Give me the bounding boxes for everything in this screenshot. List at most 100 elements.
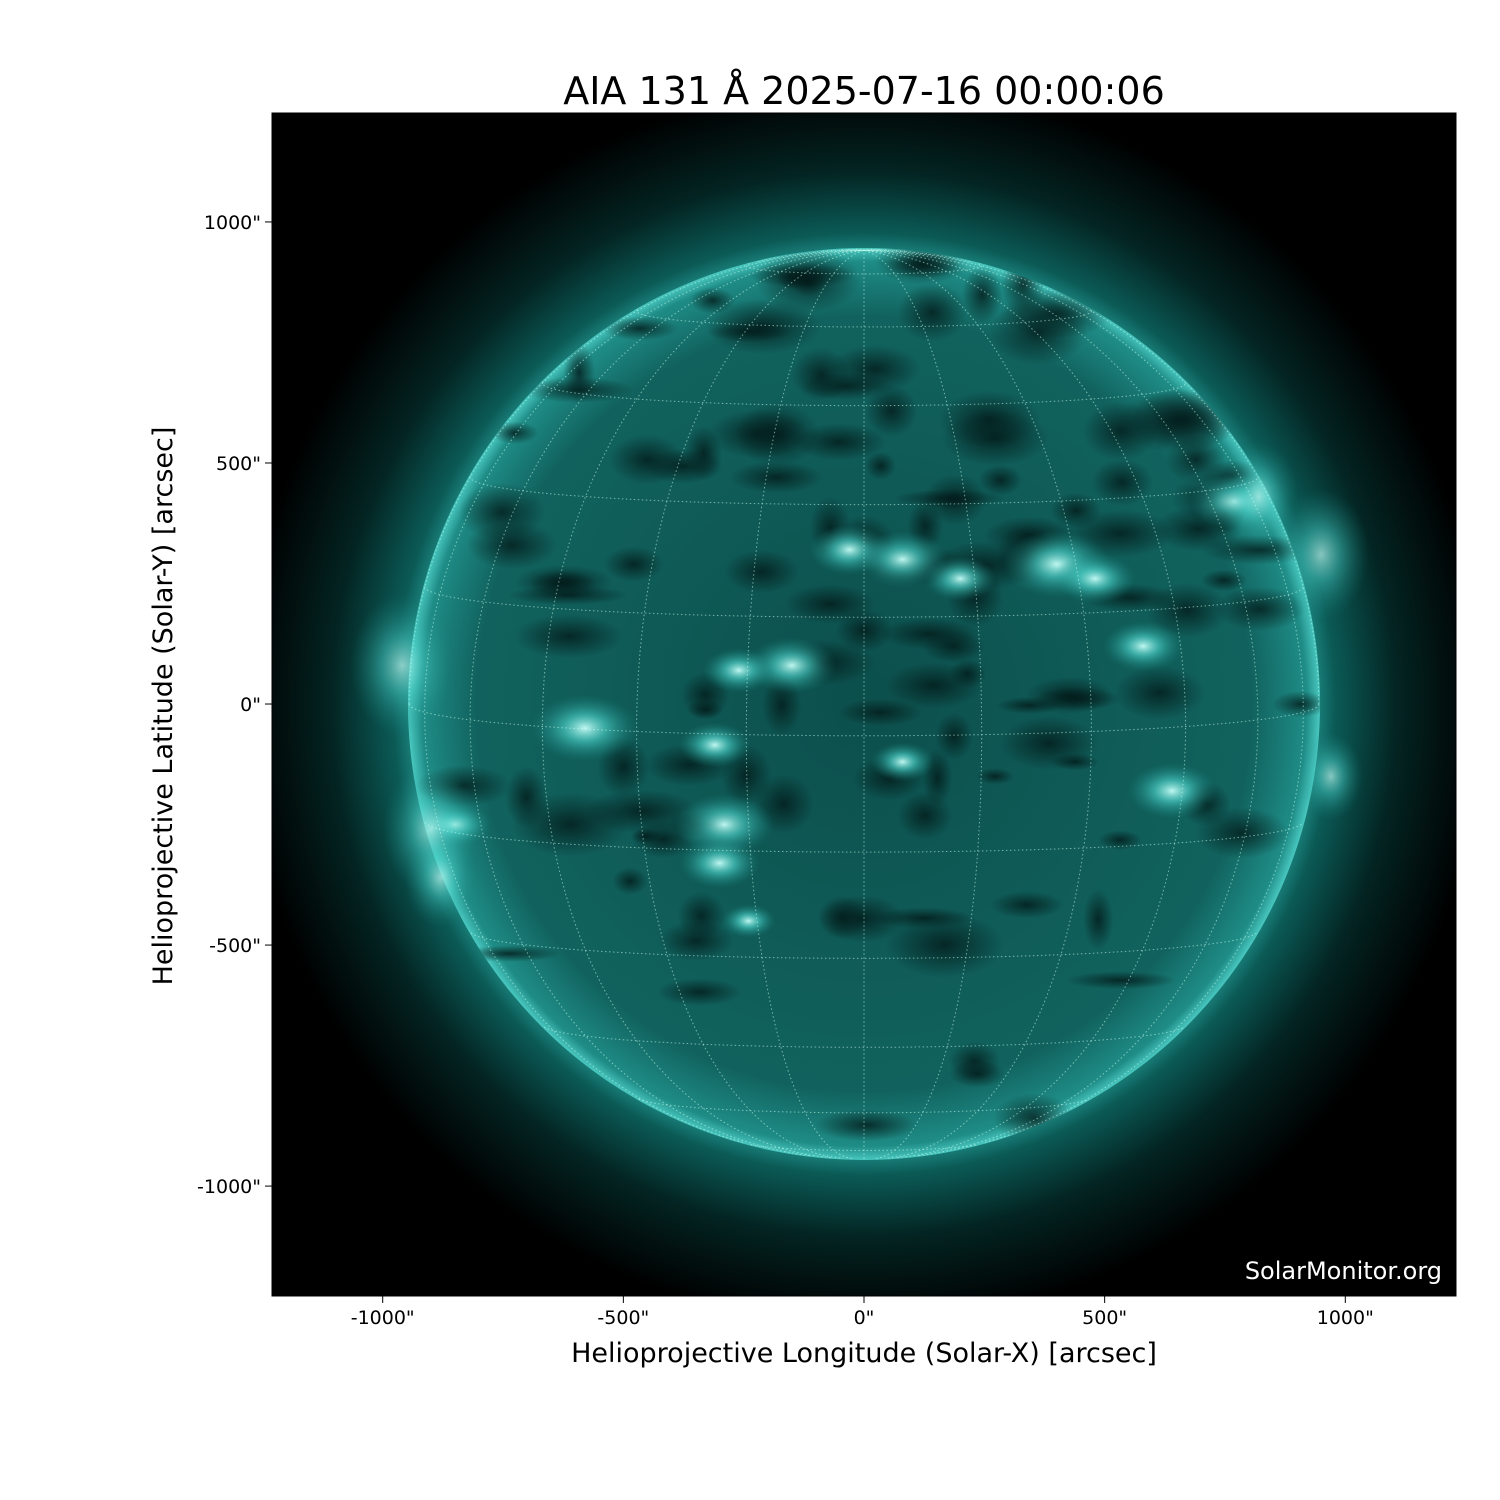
x-axis-label: Helioprojective Longitude (Solar-X) [arc… (571, 1338, 1157, 1369)
grid-line (424, 249, 865, 1143)
x-tick-label: 500" (1082, 1307, 1127, 1329)
dark-region (1026, 676, 1114, 715)
dark-region (837, 698, 923, 727)
active-region (857, 531, 948, 588)
active-region (530, 694, 639, 762)
dark-region (978, 464, 1023, 496)
limb-active-regions (349, 441, 1370, 928)
dark-region (865, 384, 918, 437)
dark-region (1214, 586, 1305, 632)
limb-loop (349, 593, 454, 737)
active-region (702, 647, 775, 693)
ticks: -1000" -500" 0" 500" 1000" -1000" -500" 0" 500" 1… (197, 212, 1374, 1329)
dark-region (729, 461, 824, 494)
active-region (1054, 553, 1136, 604)
x-tick-label: 1000" (1317, 1307, 1374, 1329)
dark-region (643, 448, 724, 484)
dark-region (1091, 458, 1153, 506)
active-region (1102, 620, 1184, 672)
dark-region (458, 482, 546, 542)
dark-region (988, 300, 1088, 365)
active-region (924, 556, 997, 602)
x-tick-label: 0" (854, 1307, 875, 1329)
watermark: SolarMonitor.org (1245, 1257, 1442, 1285)
grid-line (638, 1098, 1090, 1114)
grid-line (541, 249, 865, 1159)
grid-line (469, 249, 865, 1156)
grid-line (543, 1026, 1185, 1048)
y-axis-label: Helioprojective Latitude (Solar-Y) [arcs… (148, 427, 179, 986)
dark-region (1083, 401, 1158, 461)
dark-region (819, 895, 906, 943)
dark-region (1165, 434, 1227, 485)
active-region (721, 904, 776, 938)
y-tick-label: -1000" (197, 1176, 261, 1198)
grid-line (636, 249, 865, 1159)
grid-line (636, 309, 1092, 328)
dark-region (990, 891, 1064, 919)
y-tick-label: 1000" (204, 212, 261, 234)
dark-region (612, 867, 648, 895)
x-tick-label: -1000" (351, 1307, 415, 1329)
dark-region (948, 1041, 1001, 1081)
disk-features (415, 248, 1320, 1144)
grid-line (408, 703, 1320, 737)
dark-region (1200, 569, 1247, 592)
dark-region (800, 372, 893, 401)
x-tick-label: -500" (597, 1307, 649, 1329)
dark-region (814, 1109, 918, 1142)
dark-region (603, 546, 664, 583)
grid-line (750, 1144, 978, 1151)
dark-region (734, 402, 820, 467)
grid-line (863, 249, 1092, 1159)
y-tick-label: 500" (216, 453, 261, 475)
grid-line (424, 586, 1304, 618)
grid-line (863, 248, 873, 251)
active-region (679, 837, 761, 889)
y-tick-label: -500" (209, 935, 261, 957)
dark-region (897, 283, 967, 342)
dark-region (962, 266, 1003, 324)
dark-region (1051, 753, 1100, 771)
dark-region (707, 321, 792, 343)
dark-region (687, 699, 724, 720)
dark-region (938, 390, 1041, 449)
dark-region (1082, 888, 1114, 951)
active-region (674, 793, 774, 856)
dark-region (879, 617, 979, 650)
dark-region (1272, 690, 1320, 718)
grid-line (863, 249, 1304, 1143)
dark-region (724, 549, 799, 594)
dark-region (893, 489, 1006, 508)
grid-line (745, 249, 865, 1159)
dark-region (1098, 830, 1143, 851)
dark-region (934, 712, 974, 761)
grid-line (863, 249, 906, 252)
active-region (871, 742, 935, 782)
dark-region (748, 262, 856, 288)
grid-line (745, 263, 983, 275)
dark-region (512, 792, 629, 857)
grid-line (541, 381, 1187, 407)
dark-region (1065, 971, 1177, 990)
y-tick-label: 0" (240, 694, 261, 716)
dark-region (689, 287, 736, 314)
chart-title: AIA 131 Å 2025-07-16 00:00:06 (563, 69, 1165, 113)
active-region (678, 722, 751, 768)
active-region (1127, 762, 1218, 819)
limb-loop (1218, 441, 1299, 552)
solar-image: SolarMonitor.org (272, 113, 1456, 1296)
grid-line (822, 249, 865, 252)
grid-line (757, 249, 864, 263)
limb-loop (1298, 732, 1363, 821)
dark-region (490, 421, 539, 445)
grid-line (863, 249, 983, 1159)
grid-line (863, 249, 1320, 705)
dark-region (949, 659, 987, 689)
grid-line (863, 249, 1187, 1159)
dark-region (976, 768, 1014, 785)
grid-line (469, 476, 1259, 506)
grid-line (408, 249, 865, 705)
dark-region (865, 451, 897, 481)
